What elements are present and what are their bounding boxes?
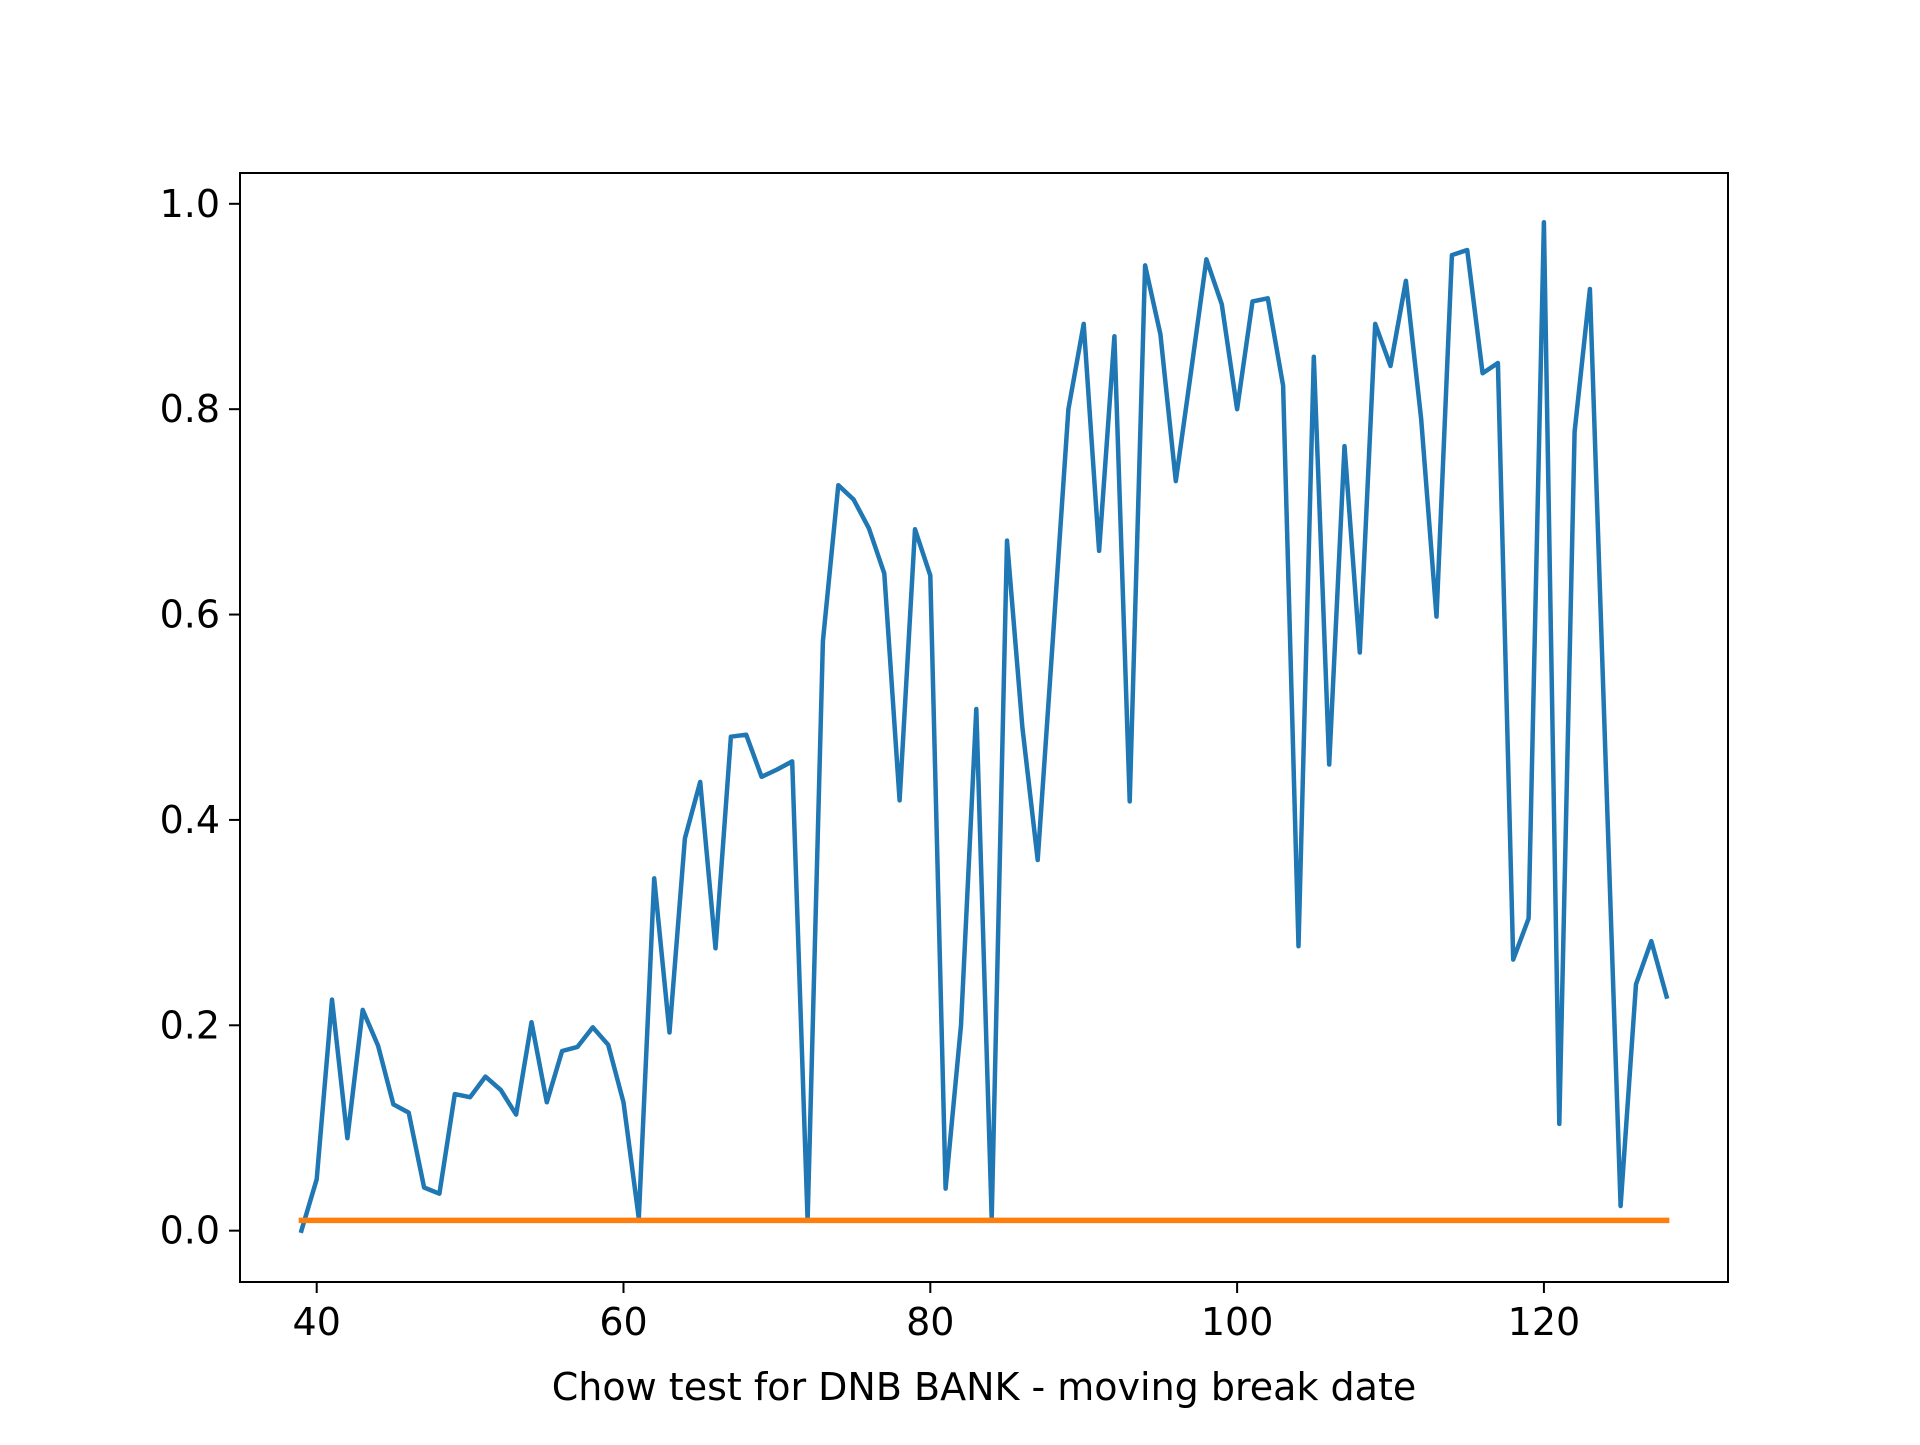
y-tick-label: 0.4 — [160, 798, 220, 842]
x-tick-label: 60 — [599, 1300, 647, 1344]
x-tick-label: 120 — [1508, 1300, 1581, 1344]
x-tick-label: 100 — [1201, 1300, 1274, 1344]
x-tick-label: 80 — [906, 1300, 954, 1344]
y-tick-label: 0.2 — [160, 1003, 220, 1047]
y-tick-label: 1.0 — [160, 182, 220, 226]
x-tick-label: 40 — [293, 1300, 341, 1344]
y-axis-ticks: 0.0 0.2 0.4 0.6 0.8 1.0 — [160, 182, 240, 1253]
x-axis-ticks: 40 60 80 100 120 — [293, 1282, 1581, 1344]
y-tick-label: 0.0 — [160, 1209, 220, 1253]
series-layer — [298, 220, 1670, 1234]
plot-frame — [239, 172, 1729, 1283]
series-line-1 — [298, 220, 1670, 1234]
x-axis-label: Chow test for DNB BANK - moving break da… — [552, 1365, 1416, 1409]
y-tick-label: 0.8 — [160, 387, 220, 431]
y-tick-label: 0.6 — [160, 593, 220, 637]
